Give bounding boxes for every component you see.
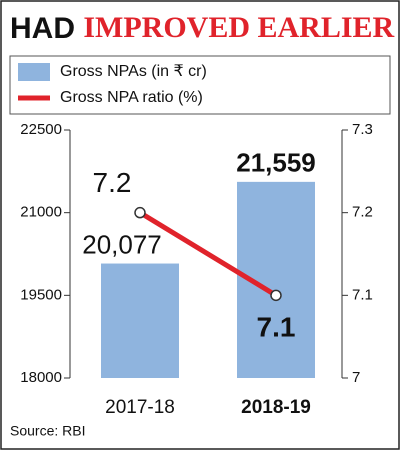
y-tick-label: 19500	[20, 286, 62, 303]
line-point	[270, 289, 282, 302]
title-rest: IMPROVED EARLIER	[83, 11, 394, 44]
y-tick-label: 18000	[20, 369, 62, 386]
source: Source: RBI	[10, 423, 85, 439]
y-tick-label: 21000	[20, 204, 62, 221]
x-tick-label: 2018-19	[241, 397, 311, 418]
title-lead: HAD	[10, 12, 75, 45]
bar	[101, 263, 179, 378]
legend-swatch	[18, 63, 50, 81]
bar-value-label: 21,559	[236, 148, 316, 178]
line-value-label: 7.1	[257, 312, 296, 343]
y-tick-label: 22500	[20, 121, 62, 138]
legend-box	[9, 55, 391, 115]
y2-tick-label: 7.2	[352, 204, 373, 221]
bar-value-label: 20,077	[82, 229, 162, 259]
x-tick-label: 2017-18	[105, 397, 175, 418]
legend-label: Gross NPA ratio (%)	[60, 89, 203, 106]
line	[138, 210, 278, 298]
y2-tick-label: 7.3	[352, 121, 373, 138]
legend-label: Gross NPAs (in ₹ cr)	[60, 63, 207, 80]
y2-tick-label: 7	[352, 369, 360, 386]
y2-tick-label: 7.1	[352, 286, 373, 303]
line-point	[134, 206, 146, 219]
line-value-label: 7.2	[93, 167, 132, 198]
chart-title: HAD IMPROVED EARLIER	[10, 11, 395, 45]
